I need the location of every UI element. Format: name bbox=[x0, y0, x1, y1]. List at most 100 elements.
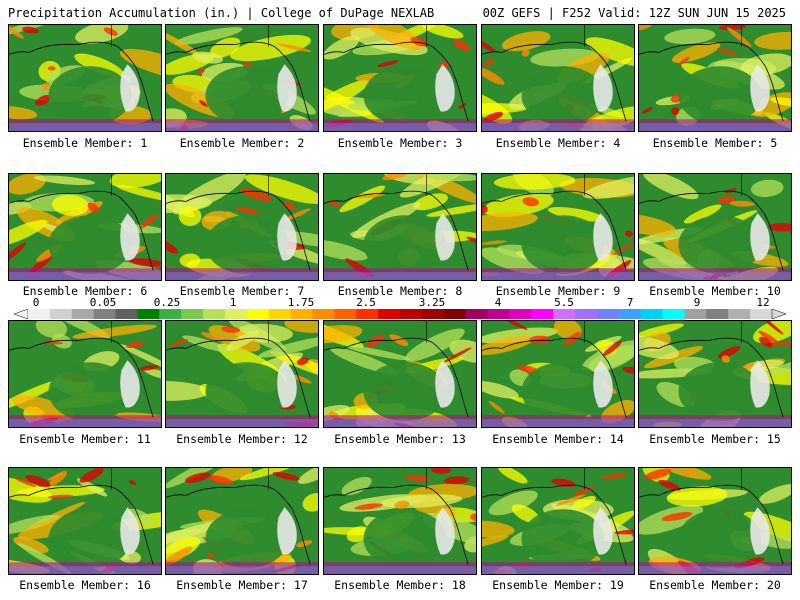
member-label-18: Ensemble Member: 18 bbox=[334, 578, 466, 592]
colorbar-segment bbox=[28, 309, 51, 319]
colorbar-segment bbox=[662, 309, 685, 319]
colorbar-segment bbox=[159, 309, 182, 319]
colorbar-segment bbox=[596, 309, 620, 319]
colorbar-tick-label: 1.75 bbox=[287, 296, 315, 309]
precip-map-18 bbox=[324, 468, 476, 574]
ensemble-panel-2 bbox=[165, 24, 319, 132]
ensemble-panel-6 bbox=[8, 173, 162, 281]
member-label-9: Ensemble Member: 9 bbox=[495, 284, 621, 298]
member-label-4: Ensemble Member: 4 bbox=[495, 136, 621, 150]
ensemble-panel-5 bbox=[638, 24, 792, 132]
colorbar-max-arrow bbox=[771, 309, 786, 319]
colorbar-segment bbox=[640, 309, 663, 319]
ensemble-panel-8 bbox=[323, 173, 477, 281]
colorbar-tick-label: 0.05 bbox=[89, 296, 117, 309]
colorbar-segment bbox=[356, 309, 379, 319]
colorbar-tick-label: 0 bbox=[32, 296, 40, 309]
colorbar-tick-label: 0.25 bbox=[153, 296, 181, 309]
member-label-16: Ensemble Member: 16 bbox=[19, 578, 151, 592]
member-label-8: Ensemble Member: 8 bbox=[337, 284, 463, 298]
colorbar-tick-label: 5.5 bbox=[554, 296, 574, 309]
colorbar-segment bbox=[531, 309, 554, 319]
colorbar-segment bbox=[400, 309, 423, 319]
member-label-10: Ensemble Member: 10 bbox=[649, 284, 781, 298]
precip-map-11 bbox=[9, 321, 161, 427]
colorbar-tick-label: 9 bbox=[693, 296, 701, 309]
member-label-5: Ensemble Member: 5 bbox=[652, 136, 778, 150]
colorbar-tick-label: 1 bbox=[229, 296, 237, 309]
colorbar-segment bbox=[684, 309, 707, 319]
colorbar-segment bbox=[224, 309, 248, 319]
colorbar-segment bbox=[575, 309, 598, 319]
member-label-1: Ensemble Member: 1 bbox=[22, 136, 148, 150]
colorbar-segment bbox=[290, 309, 313, 319]
colorbar-min-arrow bbox=[14, 309, 29, 319]
colorbar-segment bbox=[728, 309, 751, 319]
colorbar-segment bbox=[750, 309, 773, 319]
precip-map-16 bbox=[9, 468, 161, 574]
precip-map-20 bbox=[639, 468, 791, 574]
member-label-11: Ensemble Member: 11 bbox=[19, 432, 151, 446]
precip-map-12 bbox=[166, 321, 318, 427]
precip-map-2 bbox=[166, 25, 318, 131]
precip-map-1 bbox=[9, 25, 161, 131]
colorbar-segment bbox=[203, 309, 226, 319]
precip-map-14 bbox=[482, 321, 634, 427]
colorbar-segment bbox=[49, 309, 73, 319]
member-label-15: Ensemble Member: 15 bbox=[649, 432, 781, 446]
ensemble-panel-3 bbox=[323, 24, 477, 132]
precip-map-13 bbox=[324, 321, 476, 427]
colorbar-segment bbox=[312, 309, 335, 319]
precip-map-3 bbox=[324, 25, 476, 131]
precip-map-5 bbox=[639, 25, 791, 131]
ensemble-panel-14 bbox=[481, 320, 635, 428]
colorbar-bar bbox=[14, 309, 786, 319]
precip-map-8 bbox=[324, 174, 476, 280]
ensemble-panel-7 bbox=[165, 173, 319, 281]
ensemble-panel-10 bbox=[638, 173, 792, 281]
colorbar-segment bbox=[93, 309, 116, 319]
colorbar-segment bbox=[181, 309, 204, 319]
ensemble-panel-12 bbox=[165, 320, 319, 428]
colorbar-tick-label: 2.5 bbox=[356, 296, 376, 309]
member-label-3: Ensemble Member: 3 bbox=[337, 136, 463, 150]
colorbar-segment bbox=[71, 309, 94, 319]
ensemble-panel-16 bbox=[8, 467, 162, 575]
ensemble-panel-20 bbox=[638, 467, 792, 575]
colorbar-segment bbox=[443, 309, 466, 319]
ensemble-panel-1 bbox=[8, 24, 162, 132]
colorbar-segment bbox=[509, 309, 532, 319]
colorbar-tick-label: 3.25 bbox=[418, 296, 446, 309]
colorbar-segment bbox=[246, 309, 270, 319]
colorbar-segment bbox=[618, 309, 642, 319]
colorbar-segment bbox=[487, 309, 510, 319]
colorbar-segment bbox=[378, 309, 401, 319]
member-label-6: Ensemble Member: 6 bbox=[22, 284, 148, 298]
colorbar-segment bbox=[421, 309, 445, 319]
ensemble-panel-18 bbox=[323, 467, 477, 575]
member-label-2: Ensemble Member: 2 bbox=[179, 136, 305, 150]
member-label-19: Ensemble Member: 19 bbox=[492, 578, 624, 592]
member-label-13: Ensemble Member: 13 bbox=[334, 432, 466, 446]
colorbar-tick-label: 7 bbox=[626, 296, 634, 309]
colorbar-segment bbox=[553, 309, 576, 319]
ensemble-panel-15 bbox=[638, 320, 792, 428]
precip-map-4 bbox=[482, 25, 634, 131]
colorbar-segment bbox=[268, 309, 291, 319]
member-label-17: Ensemble Member: 17 bbox=[176, 578, 308, 592]
precip-colorbar: 0 0.05 0.25 1 1.75 2.5 3.25 4 5.5 7 9 12 bbox=[0, 296, 800, 320]
ensemble-panel-9 bbox=[481, 173, 635, 281]
colorbar-segment bbox=[465, 309, 488, 319]
chart-title: Precipitation Accumulation (in.) | Colle… bbox=[8, 6, 435, 20]
precip-map-10 bbox=[639, 174, 791, 280]
colorbar-tick-label: 4 bbox=[494, 296, 502, 309]
member-label-12: Ensemble Member: 12 bbox=[176, 432, 308, 446]
precip-map-6 bbox=[9, 174, 161, 280]
ensemble-panel-4 bbox=[481, 24, 635, 132]
precip-map-15 bbox=[639, 321, 791, 427]
precip-map-7 bbox=[166, 174, 318, 280]
ensemble-panel-11 bbox=[8, 320, 162, 428]
ensemble-panel-17 bbox=[165, 467, 319, 575]
colorbar-tick-label: 12 bbox=[756, 296, 770, 309]
ensemble-panel-13 bbox=[323, 320, 477, 428]
